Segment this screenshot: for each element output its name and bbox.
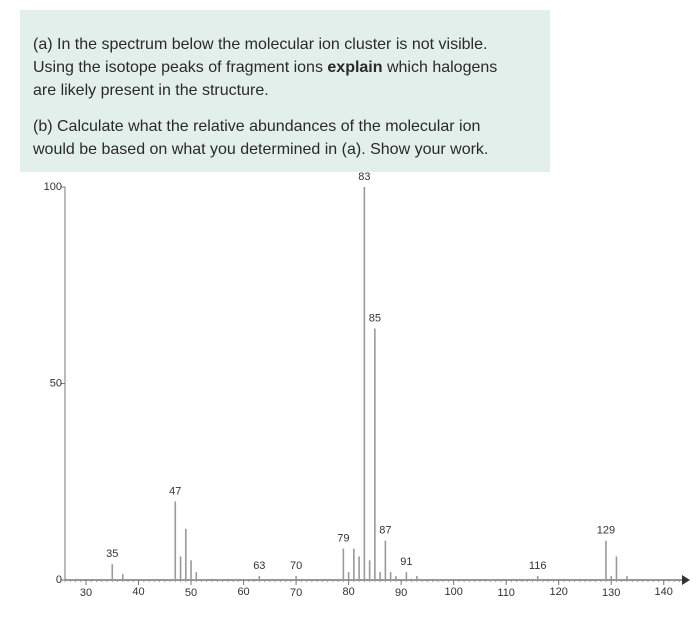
- y-tick-label: 50: [50, 377, 62, 389]
- x-tick-label: 130: [602, 587, 620, 599]
- peak: [121, 574, 124, 580]
- bold-text: explain: [327, 59, 383, 76]
- x-tick-label: 110: [497, 587, 515, 599]
- text: which halogens: [382, 59, 498, 76]
- part-a: (a) In the spectrum below the molecular …: [33, 33, 550, 102]
- peak: [405, 572, 408, 580]
- x-tick-label: 80: [342, 586, 354, 598]
- peak-label: 129: [597, 525, 615, 537]
- text: are likely present in the structure.: [33, 82, 269, 99]
- peak-label: 85: [369, 312, 381, 324]
- peak: [353, 548, 355, 580]
- x-tick-label: 140: [655, 586, 673, 598]
- peak: [626, 576, 628, 580]
- peak-label: 83: [358, 171, 370, 183]
- peak: [389, 572, 392, 580]
- y-tick-label: 100: [44, 181, 62, 193]
- peak: [358, 556, 360, 580]
- peak: [111, 564, 114, 580]
- peak: [368, 560, 371, 580]
- peak: [610, 576, 613, 580]
- peak-label: 79: [337, 532, 349, 544]
- part-b: (b) Calculate what the relative abundanc…: [33, 115, 550, 161]
- peak: [384, 540, 387, 580]
- peak: [605, 540, 607, 580]
- question-box: (a) In the spectrum below the molecular …: [20, 10, 550, 172]
- peak: [195, 572, 198, 580]
- peak: [184, 528, 187, 580]
- peak-label: 91: [400, 556, 412, 568]
- x-tick-label: 60: [237, 586, 249, 598]
- peak-label: 47: [169, 485, 181, 497]
- peak-label: 63: [253, 560, 265, 572]
- x-tick-label: 50: [185, 587, 197, 599]
- peak: [363, 187, 366, 580]
- peak-label: 70: [290, 560, 302, 572]
- x-tick-label: 40: [132, 586, 144, 598]
- x-tick-label: 70: [290, 587, 302, 599]
- peak: [416, 576, 418, 580]
- text: Using the isotope peaks of fragment ions: [33, 59, 328, 76]
- peak-label: 35: [106, 548, 118, 560]
- y-tick-label: 0: [56, 574, 62, 586]
- peak: [342, 548, 345, 580]
- x-tick-label: 100: [444, 586, 462, 598]
- peak: [536, 576, 539, 580]
- peak: [395, 576, 397, 580]
- peak: [379, 572, 381, 580]
- peak: [347, 572, 350, 580]
- x-tick-label: 90: [395, 587, 407, 599]
- peak: [295, 576, 297, 580]
- peak: [179, 556, 182, 580]
- peak: [190, 560, 192, 580]
- peak-label: 87: [379, 525, 391, 537]
- peak: [258, 576, 261, 580]
- peak: [174, 501, 177, 580]
- text: (a) In the spectrum below the molecular …: [33, 36, 488, 53]
- peak: [615, 556, 618, 580]
- x-tick-label: 30: [80, 587, 92, 599]
- peak: [374, 328, 376, 580]
- text: would be based on what you determined in…: [33, 141, 489, 158]
- peak-label: 116: [529, 560, 547, 572]
- text: (b) Calculate what the relative abundanc…: [33, 118, 481, 135]
- x-tick-label: 120: [550, 586, 568, 598]
- axis-arrow: [682, 575, 690, 585]
